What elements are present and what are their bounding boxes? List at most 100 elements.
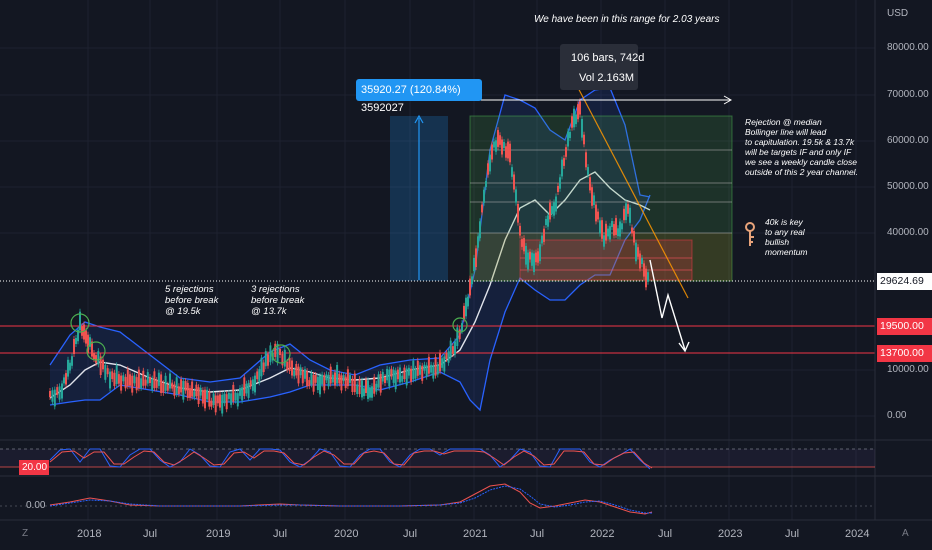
candle-body xyxy=(191,381,194,397)
candle-body xyxy=(377,374,380,388)
bars-tooltip xyxy=(560,44,638,90)
candle-body xyxy=(89,337,91,347)
candle-body xyxy=(199,387,202,396)
y-tick-70000: 70000.00 xyxy=(887,89,929,100)
candle-body xyxy=(623,208,625,221)
candle-body xyxy=(256,371,259,380)
candle-body xyxy=(164,375,167,391)
candle-body xyxy=(617,228,619,237)
candle-body xyxy=(58,386,61,400)
candle-body xyxy=(264,351,267,367)
candle-body xyxy=(208,391,211,407)
x-tick-2021: 2021 xyxy=(463,528,488,540)
candle-body xyxy=(555,196,557,212)
candle-body xyxy=(276,343,279,363)
support-tag-13700[interactable]: 13700.00 xyxy=(877,345,932,362)
candle-body xyxy=(469,278,471,296)
candle-body xyxy=(412,360,415,380)
candle-body xyxy=(513,174,515,190)
candle-body xyxy=(258,369,261,383)
candle-body xyxy=(175,377,178,395)
candle-body xyxy=(557,186,559,192)
candle-body xyxy=(146,372,149,384)
candle-body xyxy=(189,388,191,398)
candle-body xyxy=(519,225,521,236)
candle-body xyxy=(434,357,437,376)
candle-body xyxy=(247,382,250,398)
x-tick-2020: 2020 xyxy=(334,528,359,540)
candle-body xyxy=(607,228,609,237)
candle-body xyxy=(243,377,246,396)
candle-body xyxy=(323,375,326,391)
candle-body xyxy=(232,384,235,402)
candle-body xyxy=(499,135,501,145)
candle-body xyxy=(295,364,298,376)
candle-body xyxy=(432,365,435,379)
candle-body xyxy=(53,389,56,407)
candle-body xyxy=(83,324,85,340)
candle-body xyxy=(349,375,351,383)
candle-body xyxy=(375,383,378,392)
candle-body xyxy=(166,384,169,391)
candle-body xyxy=(274,343,277,357)
auto-scale-button[interactable]: A xyxy=(902,528,909,539)
candle-body xyxy=(353,373,356,393)
candle-body xyxy=(369,388,371,398)
currency-label: USD xyxy=(887,8,909,19)
candle-body xyxy=(279,349,281,355)
candles xyxy=(49,98,649,417)
candle-body xyxy=(304,369,306,379)
candle-body xyxy=(443,356,446,372)
candle-body xyxy=(135,377,138,391)
median-rejection-note: Rejection @ median Bollinger line will l… xyxy=(745,117,858,177)
current-price-tag[interactable]: 29624.69 xyxy=(877,273,932,290)
candle-body xyxy=(81,326,83,336)
candle-body xyxy=(206,389,209,400)
candle-body xyxy=(637,247,639,257)
candle-body xyxy=(71,356,73,366)
red-zone xyxy=(519,239,693,281)
candle-body xyxy=(214,395,217,413)
rejection-circles xyxy=(70,313,468,364)
candle-body xyxy=(177,386,180,395)
candle-body xyxy=(493,141,495,148)
measure-label: 35920.27 (120.84%) 3592027 xyxy=(356,79,482,114)
candle-body xyxy=(529,251,531,260)
candle-body xyxy=(325,374,328,381)
x-tick-2023: 2023 xyxy=(718,528,743,540)
candle-body xyxy=(93,353,95,359)
timezone-button[interactable]: Z xyxy=(22,528,29,539)
candle-body xyxy=(342,375,345,382)
macd-line xyxy=(49,483,653,515)
candle-body xyxy=(111,371,114,380)
candle-body xyxy=(414,368,417,379)
rejections-5-note: 5 rejections before break @ 19.5k xyxy=(165,284,219,317)
candle-body xyxy=(95,355,97,363)
support-tag-19500[interactable]: 19500.00 xyxy=(877,318,932,335)
candle-body xyxy=(104,364,107,380)
candle-body xyxy=(310,373,313,385)
candle-body xyxy=(497,130,499,147)
candle-body xyxy=(184,381,187,391)
candle-body xyxy=(427,356,430,374)
candle-body xyxy=(67,359,69,377)
candle-body xyxy=(595,204,597,222)
candle-body xyxy=(365,379,367,393)
candle-body xyxy=(456,327,459,346)
candle-body xyxy=(613,224,615,236)
candle-body xyxy=(149,377,151,383)
candle-body xyxy=(403,367,406,379)
y-tick-80000: 80000.00 xyxy=(887,42,929,53)
candle-body xyxy=(635,242,637,262)
candle-body xyxy=(117,374,120,384)
candle-body xyxy=(379,374,382,393)
candle-body xyxy=(589,177,591,191)
candle-body xyxy=(115,365,118,384)
candle-body xyxy=(61,383,63,399)
candle-body xyxy=(151,378,154,390)
candle-body xyxy=(386,368,389,381)
candle-body xyxy=(451,346,454,354)
bollinger-band-fill xyxy=(50,88,650,410)
candle-body xyxy=(319,375,321,395)
